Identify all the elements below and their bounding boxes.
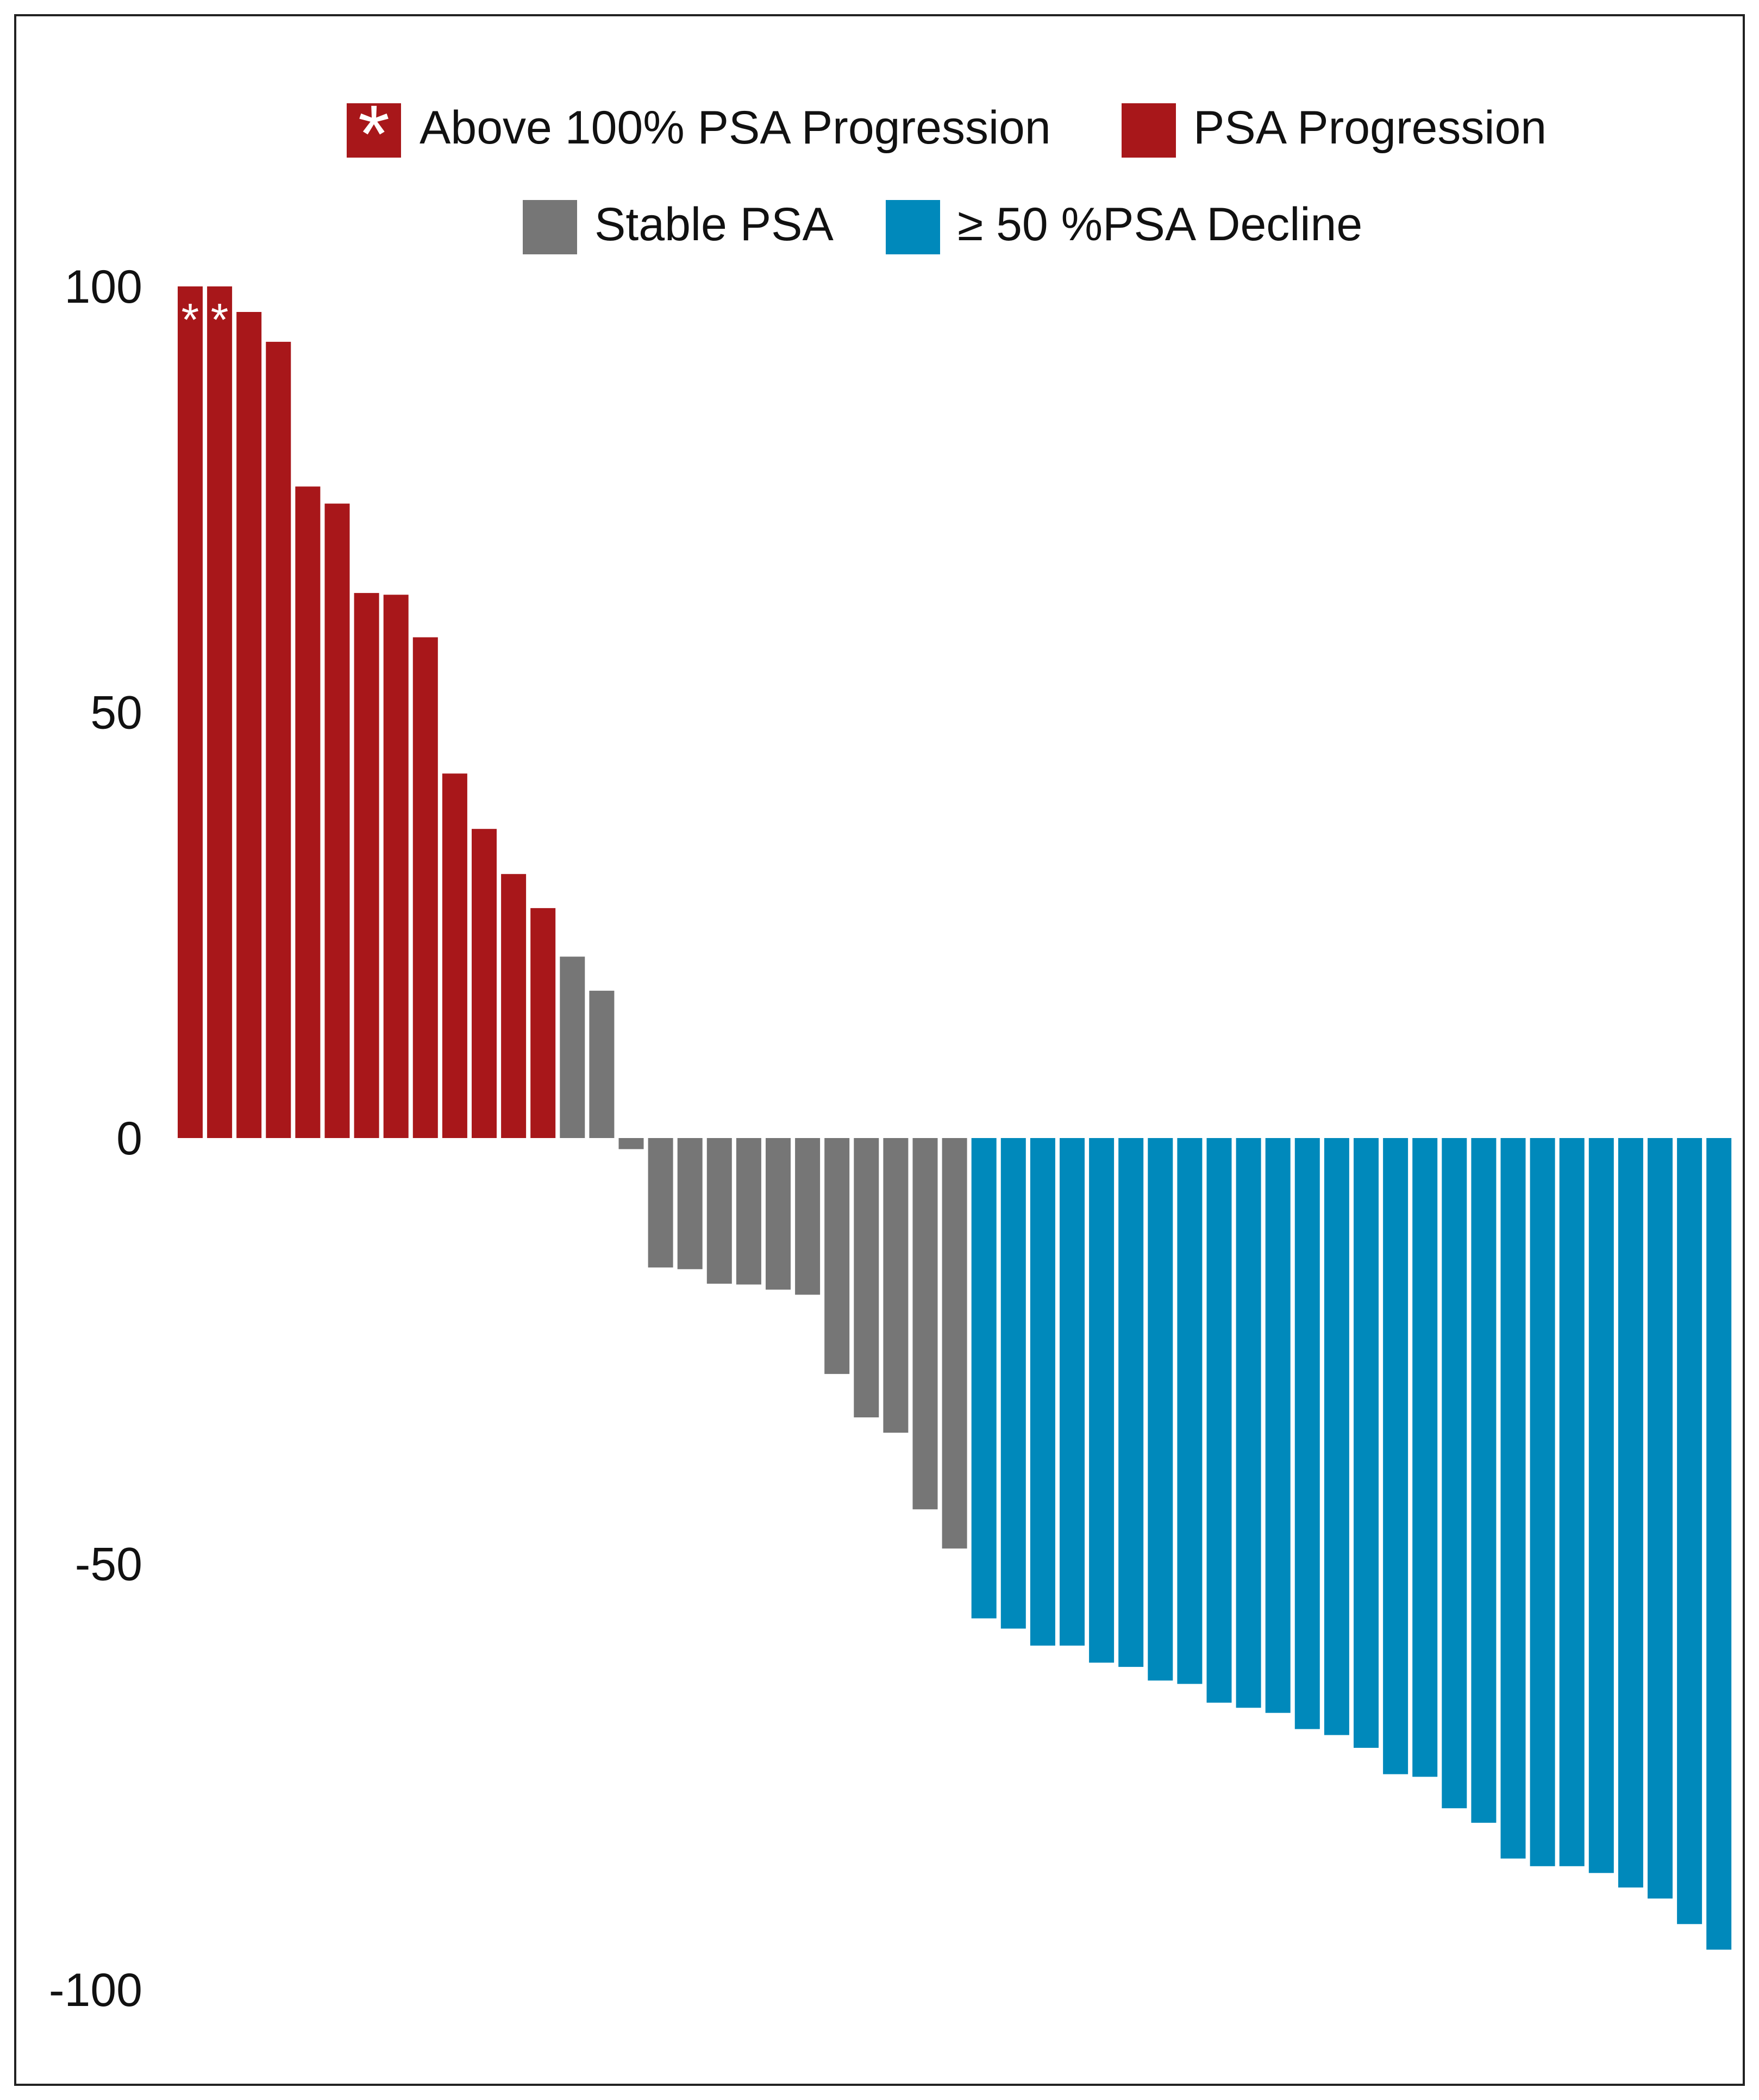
y-tick-label: -50 bbox=[75, 1539, 142, 1591]
legend-item-decline: ≥ 50 %PSA Decline bbox=[886, 198, 1362, 254]
legend: * Above 100% PSA Progression PSA Progres… bbox=[347, 88, 1547, 254]
legend-swatch-decline bbox=[886, 200, 940, 254]
y-tick-label: 50 bbox=[90, 687, 142, 739]
legend-label-decline: ≥ 50 %PSA Decline bbox=[957, 198, 1362, 251]
bar-decline bbox=[1118, 1138, 1144, 1667]
bar-decline bbox=[1354, 1138, 1379, 1748]
y-axis: 100 50 0 -50 -100 bbox=[49, 261, 142, 2016]
bar-decline bbox=[1618, 1138, 1643, 1888]
bar-stable bbox=[912, 1138, 938, 1510]
bar-decline bbox=[1559, 1138, 1585, 1866]
bar-decline bbox=[1648, 1138, 1673, 1899]
bar-decline bbox=[1677, 1138, 1702, 1924]
bar-stable bbox=[854, 1138, 879, 1417]
y-tick-label: 100 bbox=[65, 261, 143, 313]
bar-decline bbox=[1236, 1138, 1261, 1708]
bar-decline bbox=[1265, 1138, 1291, 1713]
bar-above bbox=[207, 286, 233, 1138]
bar-decline bbox=[1000, 1138, 1026, 1629]
bar-progression bbox=[354, 593, 379, 1138]
bars: * * bbox=[178, 286, 1732, 1950]
bar-decline bbox=[1412, 1138, 1438, 1777]
legend-swatch-above-marker: * bbox=[358, 88, 390, 179]
bar-marker: * bbox=[211, 294, 229, 345]
bar-progression bbox=[442, 773, 467, 1138]
bar-stable bbox=[766, 1138, 791, 1290]
legend-item-progression: PSA Progression bbox=[1122, 102, 1547, 158]
bar-decline bbox=[1442, 1138, 1467, 1809]
bar-stable bbox=[824, 1138, 850, 1374]
legend-swatch-above bbox=[347, 103, 401, 158]
bar-progression bbox=[383, 595, 409, 1138]
bar-progression bbox=[236, 312, 262, 1138]
bar-decline bbox=[1530, 1138, 1555, 1866]
bar-decline bbox=[1030, 1138, 1055, 1646]
bar-stable bbox=[883, 1138, 909, 1433]
y-tick-label: -100 bbox=[49, 1964, 142, 2016]
legend-label-above: Above 100% PSA Progression bbox=[420, 102, 1051, 154]
legend-swatch-progression bbox=[1122, 103, 1176, 158]
bar-decline bbox=[1060, 1138, 1085, 1646]
bar-progression bbox=[530, 908, 556, 1138]
bar-decline bbox=[971, 1138, 997, 1618]
bar-progression bbox=[412, 637, 438, 1138]
bar-stable bbox=[618, 1138, 644, 1149]
bar-decline bbox=[1500, 1138, 1526, 1859]
bar-marker: * bbox=[181, 294, 199, 345]
bar-above bbox=[178, 286, 203, 1138]
bar-progression bbox=[472, 829, 497, 1138]
y-tick-label: 0 bbox=[116, 1112, 142, 1165]
bar-decline bbox=[1471, 1138, 1497, 1823]
bar-progression bbox=[501, 874, 527, 1138]
bar-progression bbox=[295, 486, 321, 1139]
bar-progression bbox=[266, 341, 291, 1138]
bar-decline bbox=[1089, 1138, 1115, 1663]
bar-stable bbox=[677, 1138, 703, 1270]
bar-stable bbox=[560, 957, 585, 1138]
legend-label-progression: PSA Progression bbox=[1193, 102, 1547, 154]
bar-decline bbox=[1177, 1138, 1203, 1684]
bar-decline bbox=[1706, 1138, 1732, 1950]
bar-decline bbox=[1206, 1138, 1232, 1703]
bar-stable bbox=[648, 1138, 673, 1268]
bar-stable bbox=[942, 1138, 967, 1549]
legend-item-stable: Stable PSA bbox=[523, 198, 834, 254]
legend-label-stable: Stable PSA bbox=[594, 198, 834, 251]
bar-decline bbox=[1148, 1138, 1173, 1681]
bar-stable bbox=[795, 1138, 821, 1295]
bar-stable bbox=[589, 990, 615, 1138]
legend-item-above: * Above 100% PSA Progression bbox=[347, 88, 1051, 179]
bar-decline bbox=[1383, 1138, 1409, 1774]
legend-swatch-stable bbox=[523, 200, 577, 254]
bar-stable bbox=[706, 1138, 732, 1284]
bar-stable bbox=[736, 1138, 761, 1285]
bar-decline bbox=[1294, 1138, 1320, 1729]
bar-decline bbox=[1324, 1138, 1349, 1735]
bar-progression bbox=[324, 503, 350, 1138]
bar-decline bbox=[1588, 1138, 1614, 1873]
